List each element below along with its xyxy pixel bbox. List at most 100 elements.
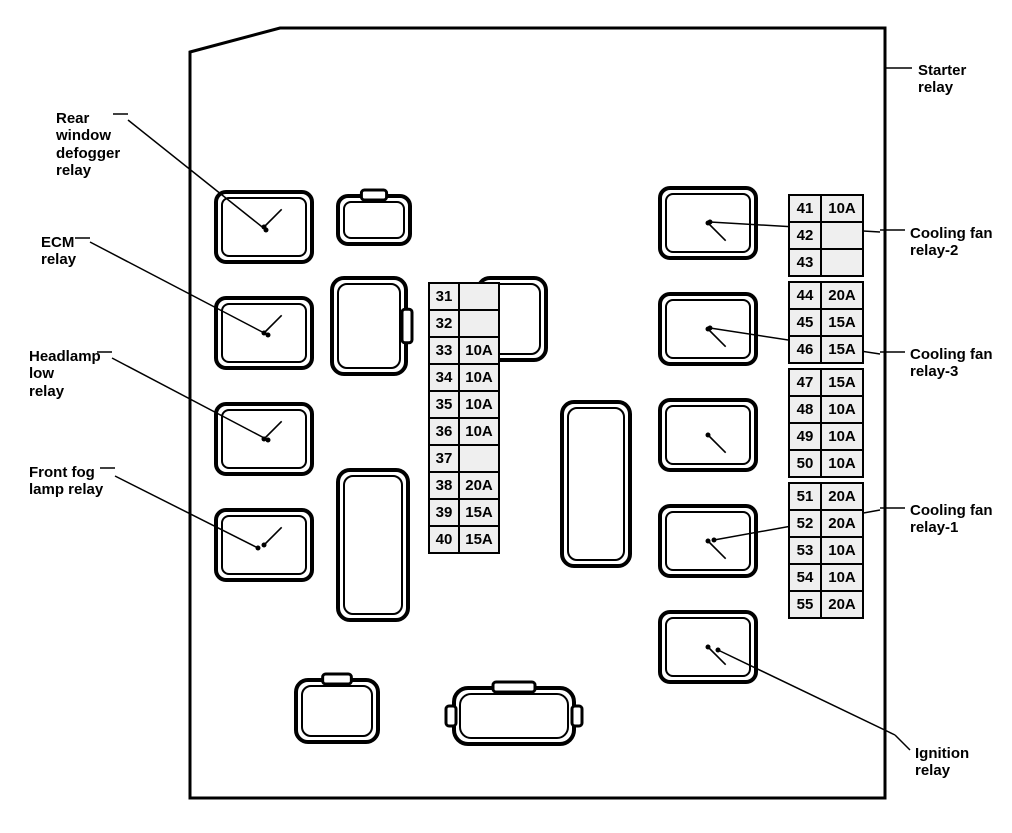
fuse-num: 42 xyxy=(790,223,822,248)
fuse-right-row-48: 4810A xyxy=(788,395,864,424)
relay-mid-2a xyxy=(332,278,412,374)
fuse-right-row-43: 43 xyxy=(788,248,864,277)
fuse-num: 34 xyxy=(430,365,460,390)
fuse-num: 49 xyxy=(790,424,822,449)
fuse-num: 50 xyxy=(790,451,822,476)
label-rear-defog: Rear window defogger relay xyxy=(56,110,120,179)
label-front-fog: Front fog lamp relay xyxy=(29,464,103,499)
label-cool-fan-3: Cooling fan relay-3 xyxy=(910,346,993,381)
fuse-num: 41 xyxy=(790,196,822,221)
fuse-right-row-52: 5220A xyxy=(788,509,864,538)
fuse-num: 48 xyxy=(790,397,822,422)
relay-left-4 xyxy=(216,510,312,580)
fuse-right-row-42: 42 xyxy=(788,221,864,250)
fuse-amp: 15A xyxy=(822,310,862,335)
leader-dot-front-fog xyxy=(256,546,261,551)
fuse-right-row-49: 4910A xyxy=(788,422,864,451)
fuse-num: 38 xyxy=(430,473,460,498)
fuse-amp xyxy=(460,311,498,336)
label-starter-relay: Starter relay xyxy=(918,62,966,97)
fuse-right-row-55: 5520A xyxy=(788,590,864,619)
fuse-right-row-47: 4715A xyxy=(788,368,864,397)
fuse-amp: 20A xyxy=(460,473,498,498)
label-headlamp-low: Headlamp low relay xyxy=(29,348,101,400)
label-ecm-relay: ECM relay xyxy=(41,234,76,269)
fuse-right-row-50: 5010A xyxy=(788,449,864,478)
relay-left-3 xyxy=(216,404,312,474)
fuse-right-row-44: 4420A xyxy=(788,281,864,310)
relay-bottom-b xyxy=(446,682,582,744)
fuse-amp: 10A xyxy=(460,392,498,417)
fuse-num: 43 xyxy=(790,250,822,275)
relay-bottom-a xyxy=(296,674,378,742)
leader-rear-defog xyxy=(128,120,266,230)
fuse-left-row-35: 3510A xyxy=(428,390,500,419)
fuse-right-row-46: 4615A xyxy=(788,335,864,364)
fuse-amp: 10A xyxy=(822,196,862,221)
fuse-left-row-40: 4015A xyxy=(428,525,500,554)
fuse-amp: 15A xyxy=(460,500,498,525)
fuse-left-row-36: 3610A xyxy=(428,417,500,446)
fuse-amp: 20A xyxy=(822,484,862,509)
fuse-amp: 10A xyxy=(460,419,498,444)
fuse-num: 54 xyxy=(790,565,822,590)
fuse-left-row-33: 3310A xyxy=(428,336,500,365)
fuse-num: 46 xyxy=(790,337,822,362)
fuse-right-row-41: 4110A xyxy=(788,194,864,223)
fuse-right-row-51: 5120A xyxy=(788,482,864,511)
label-cool-fan-1: Cooling fan relay-1 xyxy=(910,502,993,537)
fuse-left-row-34: 3410A xyxy=(428,363,500,392)
fuse-left-row-32: 32 xyxy=(428,309,500,338)
fuse-amp xyxy=(822,223,862,248)
fuse-num: 36 xyxy=(430,419,460,444)
fuse-num: 35 xyxy=(430,392,460,417)
fuse-box-diagram: { "canvas": { "w": 1012, "h": 833, "bg":… xyxy=(0,0,1012,833)
fuse-right-row-53: 5310A xyxy=(788,536,864,565)
fuse-amp: 10A xyxy=(822,397,862,422)
fuse-num: 53 xyxy=(790,538,822,563)
fuse-amp: 10A xyxy=(460,338,498,363)
fuse-num: 51 xyxy=(790,484,822,509)
fuse-num: 44 xyxy=(790,283,822,308)
fuse-right-row-54: 5410A xyxy=(788,563,864,592)
relay-right-4 xyxy=(660,506,756,576)
label-cool-fan-2: Cooling fan relay-2 xyxy=(910,225,993,260)
fuse-num: 31 xyxy=(430,284,460,309)
fuse-amp xyxy=(822,250,862,275)
fuse-left-row-31: 31 xyxy=(428,282,500,311)
relay-mid-tall xyxy=(562,402,630,566)
fuse-amp: 15A xyxy=(822,337,862,362)
fuse-num: 45 xyxy=(790,310,822,335)
leader-dot-ignition-relay xyxy=(716,648,721,653)
fuse-amp: 20A xyxy=(822,283,862,308)
label-ignition-relay: Ignition relay xyxy=(915,745,969,780)
fuse-right-row-45: 4515A xyxy=(788,308,864,337)
fuse-num: 37 xyxy=(430,446,460,471)
relay-right-5 xyxy=(660,612,756,682)
leader-dot-ecm-relay xyxy=(266,333,271,338)
fuse-num: 47 xyxy=(790,370,822,395)
fuse-left-row-38: 3820A xyxy=(428,471,500,500)
fuse-num: 33 xyxy=(430,338,460,363)
leader-ignition-relay xyxy=(718,650,895,735)
fuse-amp: 10A xyxy=(822,451,862,476)
leader-dot-cool-fan-2 xyxy=(708,220,713,225)
fuse-num: 40 xyxy=(430,527,460,552)
fuse-left-row-37: 37 xyxy=(428,444,500,473)
fuse-amp: 10A xyxy=(822,424,862,449)
fuse-amp xyxy=(460,446,498,471)
fuse-amp: 15A xyxy=(460,527,498,552)
fuse-amp: 15A xyxy=(822,370,862,395)
relay-mid-2b xyxy=(338,470,408,620)
leader-dot-cool-fan-3 xyxy=(708,326,713,331)
leader-dot-headlamp-low xyxy=(266,438,271,443)
fuse-amp: 10A xyxy=(822,565,862,590)
fuse-num: 39 xyxy=(430,500,460,525)
fuse-amp xyxy=(460,284,498,309)
fuse-num: 32 xyxy=(430,311,460,336)
fuse-amp: 10A xyxy=(460,365,498,390)
relay-top-small xyxy=(338,190,410,244)
fuse-left-row-39: 3915A xyxy=(428,498,500,527)
fuse-amp: 20A xyxy=(822,592,862,617)
fuse-num: 55 xyxy=(790,592,822,617)
